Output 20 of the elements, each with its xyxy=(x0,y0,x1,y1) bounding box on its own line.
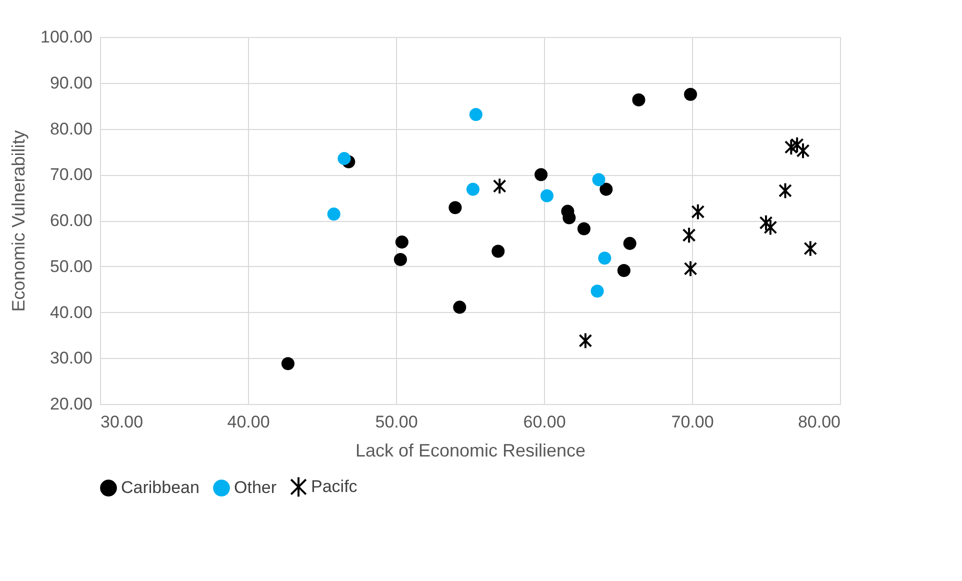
y-tick-label: 30.00 xyxy=(50,348,92,368)
y-tick-label: 70.00 xyxy=(50,165,92,184)
x-tick-label: 50.00 xyxy=(375,412,418,432)
y-tick-label: 80.00 xyxy=(50,119,92,138)
x-tick-label: 40.00 xyxy=(227,412,270,432)
x-tick-label: 30.00 xyxy=(100,412,144,432)
y-tick-label: 90.00 xyxy=(50,73,92,92)
x-tick-label: 80.00 xyxy=(798,412,840,432)
y-tick-label: 100.00 xyxy=(40,28,92,46)
y-tick-label: 60.00 xyxy=(50,211,92,230)
legend-label: Caribbean xyxy=(121,478,200,498)
legend-label: Pacifc xyxy=(311,476,358,496)
y-tick-label: 50.00 xyxy=(50,256,92,276)
x-axis-title: Lack of Economic Resilience xyxy=(355,440,586,460)
x-tick-label: 60.00 xyxy=(523,412,566,432)
y-tick-label: 40.00 xyxy=(50,302,92,322)
y-axis-title: Economic Vulnerability xyxy=(8,130,29,312)
legend-label: Other xyxy=(234,478,277,498)
x-tick-label: 70.00 xyxy=(671,412,714,432)
y-tick-label: 20.00 xyxy=(50,394,92,414)
